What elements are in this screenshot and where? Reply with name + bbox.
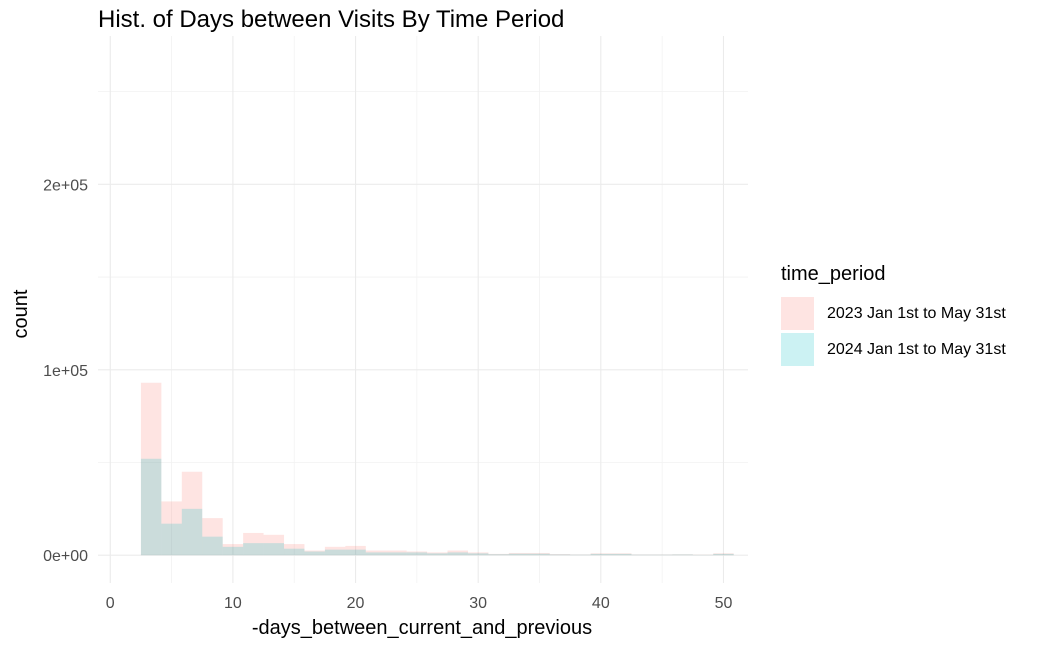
histogram-bar <box>488 553 509 556</box>
histogram-bar <box>243 532 264 556</box>
histogram-bar <box>284 548 305 556</box>
histogram-bar <box>651 554 673 556</box>
legend-key-2023 <box>781 297 814 330</box>
legend-item-2024: 2024 Jan 1st to May 31st <box>781 333 1006 366</box>
x-tick-label: 10 <box>224 595 242 612</box>
histogram-bar <box>611 553 632 556</box>
histogram-bar <box>447 552 468 556</box>
histogram-bar <box>692 554 714 556</box>
histogram-bar <box>161 501 182 556</box>
histogram-bar <box>570 554 591 556</box>
histogram-bar <box>161 523 182 556</box>
histogram-bar <box>263 543 285 556</box>
histogram-bar <box>672 554 693 556</box>
major-gridlines <box>98 36 748 583</box>
histogram-bar <box>447 550 468 556</box>
y-tick-label: 1e+05 <box>43 363 88 380</box>
y-tick-label: 0e+00 <box>43 548 88 565</box>
histogram-bar <box>406 552 428 556</box>
histogram-bar <box>222 546 244 556</box>
legend-label-2023: 2023 Jan 1st to May 31st <box>827 304 1006 322</box>
histogram-bar <box>345 549 366 556</box>
histogram-bar <box>570 554 591 556</box>
histogram-bar <box>324 546 346 556</box>
histogram-bar <box>631 554 652 556</box>
histogram-bar <box>284 544 305 556</box>
histogram-bar <box>590 553 612 556</box>
y-tick-label: 2e+05 <box>43 177 88 194</box>
legend-key-2024 <box>781 333 814 366</box>
legend-title: time_period <box>781 263 886 285</box>
y-axis-label: count <box>10 289 32 338</box>
x-tick-label: 40 <box>592 595 610 612</box>
x-tick-label: 50 <box>715 595 733 612</box>
legend-item-2023: 2023 Jan 1st to May 31st <box>781 297 1006 330</box>
histogram-bar <box>713 553 734 556</box>
x-tick-label: 30 <box>469 595 487 612</box>
series-2024-bars <box>140 458 734 556</box>
histogram-bar <box>549 554 571 556</box>
histogram-bar <box>304 551 325 556</box>
histogram-bar <box>508 553 530 556</box>
histogram-bar <box>427 553 448 556</box>
histogram-bar <box>365 552 387 556</box>
histogram-bar <box>202 536 223 556</box>
series-2023-bars <box>140 382 734 556</box>
histogram-bar <box>529 552 550 556</box>
histogram-bar <box>672 554 693 556</box>
histogram-bar <box>631 554 652 556</box>
histogram-bar <box>427 552 448 556</box>
x-tick-label: 20 <box>347 595 365 612</box>
histogram-bar <box>529 553 550 556</box>
histogram-bar <box>467 553 489 556</box>
histogram-bar <box>140 458 162 556</box>
histogram-bar <box>243 543 264 556</box>
histogram-bar <box>508 552 530 556</box>
histogram-bar <box>590 553 612 556</box>
y-axis-tick-labels: 0e+00 1e+05 2e+05 <box>43 177 88 565</box>
histogram-bar <box>202 518 223 556</box>
histogram-bar <box>651 554 673 556</box>
histogram-bar <box>345 545 366 556</box>
minor-gridlines <box>98 36 748 583</box>
histogram-bar <box>386 550 407 556</box>
histogram-bar <box>611 553 632 556</box>
chart-title: Hist. of Days between Visits By Time Per… <box>98 6 565 33</box>
histogram-bar <box>406 551 428 556</box>
histogram-bar <box>140 382 162 556</box>
histogram-bar <box>467 552 489 556</box>
x-tick-label: 0 <box>106 595 115 612</box>
histogram-bar <box>181 471 203 556</box>
x-axis-label: -days_between_current_and_previous <box>252 617 592 639</box>
histogram-bar <box>304 550 325 556</box>
histogram-bar <box>263 534 285 556</box>
histogram-bar <box>365 550 387 556</box>
histogram-bar <box>549 554 571 556</box>
histogram-bar <box>386 552 407 556</box>
x-axis-tick-labels: 0 10 20 30 40 50 <box>106 595 733 612</box>
legend-label-2024: 2024 Jan 1st to May 31st <box>827 340 1006 358</box>
histogram-bar <box>222 544 244 556</box>
histogram-bar <box>488 554 509 556</box>
histogram-bar <box>181 508 203 556</box>
histogram-bar <box>324 549 346 556</box>
histogram-bar <box>713 553 734 556</box>
